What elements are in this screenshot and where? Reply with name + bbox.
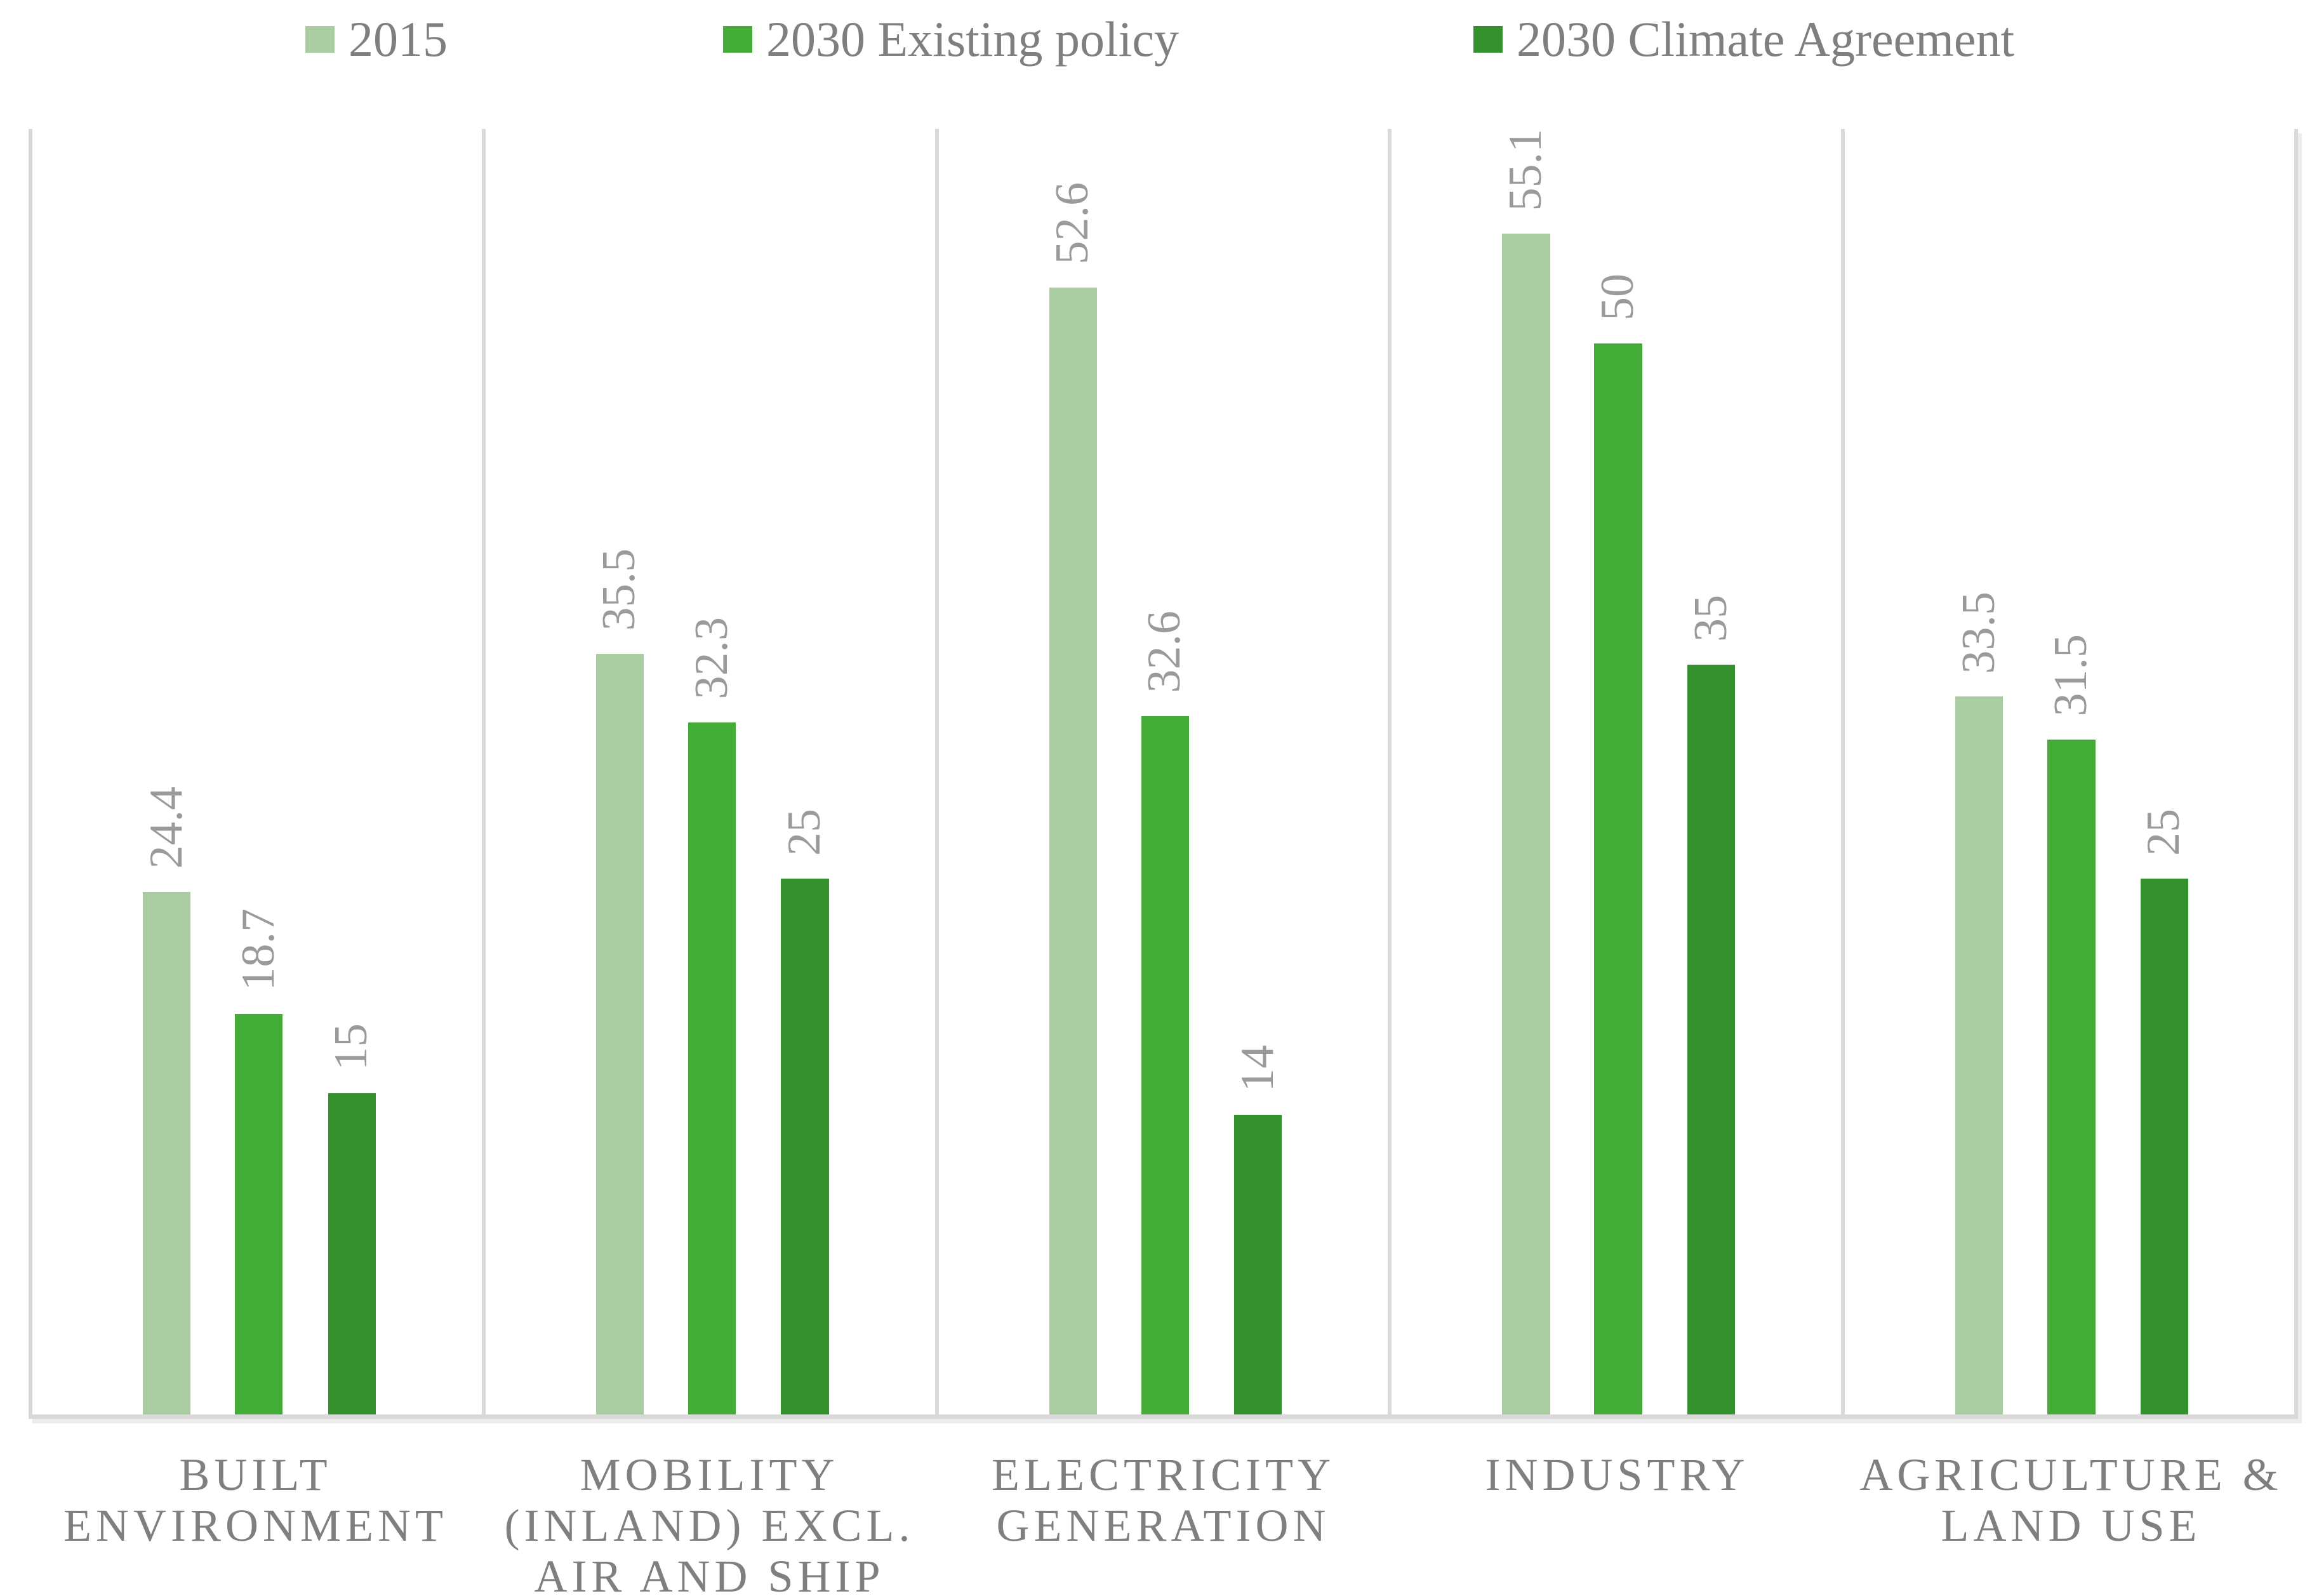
category-panel: 24.4 18.7 15	[32, 129, 482, 1414]
bar-slot: 14	[1231, 129, 1284, 1414]
category-label-line: BUILT	[179, 1449, 332, 1500]
legend-swatch-2030-existing-policy	[723, 26, 752, 53]
bar-slot: 32.3	[685, 129, 738, 1414]
bar-value-label: 35	[1684, 594, 1737, 642]
bar-value-label: 50	[1591, 273, 1644, 321]
bar-value-label: 32.3	[685, 617, 738, 700]
bar-slot: 25	[778, 129, 831, 1414]
legend-swatch-2030-climate-agreement	[1473, 26, 1503, 53]
bar-slot: 35	[1684, 129, 1737, 1414]
category-label-line: (INLAND) EXCL.	[504, 1500, 915, 1551]
legend-item-2030-existing-policy: 2030 Existing policy	[723, 9, 1179, 70]
category-label-line: GENERATION	[996, 1500, 1331, 1551]
legend-item-2030-climate-agreement: 2030 Climate Agreement	[1473, 9, 2014, 70]
bar-value-label: 33.5	[1952, 591, 2005, 674]
category-label-line: AIR AND SHIP	[534, 1551, 885, 1596]
bar-2030-existing-policy	[2047, 739, 2096, 1414]
category-panel: 35.5 32.3 25	[481, 129, 935, 1414]
bar-value-label: 14	[1231, 1044, 1284, 1092]
category-label-line: MOBILITY	[580, 1449, 839, 1500]
category-label: INDUSTRY	[1390, 1449, 1844, 1596]
bar-slot: 55.1	[1499, 128, 1552, 1414]
bar-2030-climate-agreement	[2140, 879, 2189, 1414]
category-panel: 52.6 32.6 14	[934, 129, 1388, 1414]
bar-slot: 24.4	[140, 129, 192, 1414]
bar-2030-existing-policy	[1141, 715, 1189, 1414]
bar-2030-climate-agreement	[328, 1093, 376, 1414]
bar-2030-existing-policy	[688, 722, 736, 1414]
bar-2015	[595, 653, 644, 1414]
bar-slot: 32.6	[1138, 129, 1191, 1414]
bar-2015	[1955, 696, 2003, 1414]
bar-slot: 31.5	[2045, 129, 2097, 1414]
bar-value-label: 25	[778, 809, 831, 856]
category-label-line: LAND USE	[1941, 1500, 2202, 1551]
bar-slot: 50	[1591, 129, 1644, 1414]
bar-value-label: 55.1	[1499, 128, 1552, 211]
bar-value-label: 15	[325, 1023, 378, 1070]
bar-value-label: 52.6	[1046, 182, 1099, 265]
category-label-line: INDUSTRY	[1485, 1449, 1750, 1500]
bar-slot: 25	[2137, 129, 2190, 1414]
bar-slot: 52.6	[1046, 129, 1099, 1414]
bar-2015	[1502, 234, 1550, 1414]
bar-2030-existing-policy	[1594, 343, 1642, 1414]
legend-label: 2015	[349, 11, 448, 67]
legend-label: 2030 Climate Agreement	[1517, 11, 2015, 67]
bar-2030-climate-agreement	[1234, 1114, 1282, 1414]
bar-2030-climate-agreement	[1687, 664, 1736, 1414]
bar-2015	[142, 891, 191, 1414]
category-panel: 33.5 31.5 25	[1841, 129, 2294, 1414]
bar-slot: 18.7	[232, 129, 284, 1414]
bar-value-label: 24.4	[140, 787, 192, 869]
category-label: MOBILITY (INLAND) EXCL. AIR AND SHIP	[482, 1449, 936, 1596]
category-label-line: ELECTRICITY	[992, 1449, 1335, 1500]
bar-2030-existing-policy	[235, 1013, 283, 1414]
bar-value-label: 32.6	[1138, 611, 1191, 693]
category-label-line: ENVIRONMENT	[63, 1500, 448, 1551]
bar-value-label: 31.5	[2045, 634, 2097, 717]
category-label: AGRICULTURE & LAND USE	[1844, 1449, 2298, 1596]
bar-slot: 33.5	[1952, 129, 2005, 1414]
category-panel: 55.1 50 35	[1388, 129, 1841, 1414]
legend-swatch-2015	[305, 26, 335, 53]
plot-area: 24.4 18.7 15 35.5 32.3 25 52.6 32.6 14 55.1 50 35 33…	[29, 129, 2298, 1419]
bar-2015	[1049, 287, 1097, 1414]
bar-value-label: 18.7	[232, 908, 284, 991]
category-axis: BUILT ENVIRONMENT MOBILITY (INLAND) EXCL. AI…	[29, 1449, 2298, 1596]
category-label-line: AGRICULTURE &	[1859, 1449, 2283, 1500]
category-label: BUILT ENVIRONMENT	[29, 1449, 482, 1596]
bar-slot: 35.5	[593, 129, 646, 1414]
bar-value-label: 25	[2137, 809, 2190, 856]
bar-2030-climate-agreement	[781, 879, 829, 1414]
legend-item-2015: 2015	[305, 9, 448, 70]
bar-slot: 15	[325, 129, 378, 1414]
bar-value-label: 35.5	[593, 549, 646, 631]
category-label: ELECTRICITY GENERATION	[936, 1449, 1390, 1596]
legend-label: 2030 Existing policy	[766, 11, 1179, 67]
